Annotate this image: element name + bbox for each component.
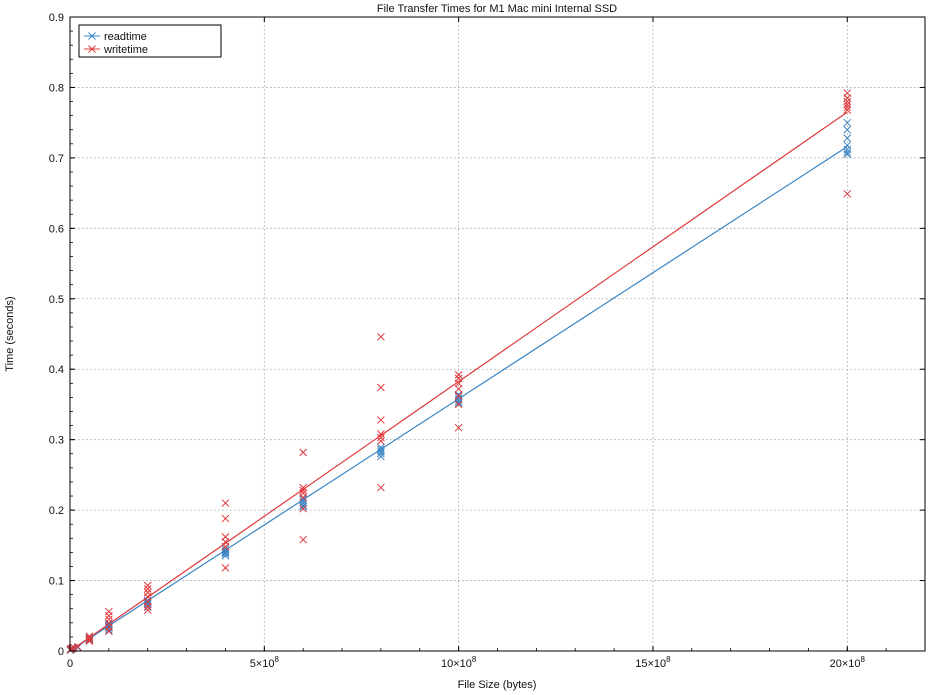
y-tick-label: 0.6 (49, 223, 64, 235)
writetime-point (843, 106, 852, 114)
writetime-point (843, 89, 852, 97)
readtime-point (454, 390, 463, 399)
legend-label-writetime: writetime (103, 44, 148, 56)
writetime-point (377, 483, 385, 492)
writetime-point (377, 437, 385, 445)
writetime-point (299, 504, 308, 513)
writetime-point (454, 423, 463, 432)
readtime-point (299, 502, 308, 511)
legend-box (78, 24, 222, 58)
writetime-point (377, 433, 385, 442)
writetime-point (299, 486, 308, 495)
writetime-point (85, 632, 94, 641)
writetime-point (221, 514, 230, 523)
x-tick-label: 0 (67, 658, 73, 670)
writetime-point (221, 499, 230, 507)
legend-marker-readtime (88, 32, 96, 40)
writetime-point (843, 103, 852, 112)
readtime-point (143, 596, 152, 605)
writetime-point (377, 332, 385, 341)
y-tick-label: 0.4 (49, 364, 64, 376)
y-tick-label: 0.7 (49, 153, 64, 165)
legend-marker-writetime (88, 45, 96, 53)
readtime-point (843, 141, 852, 150)
writetime-fit-line (69, 111, 848, 652)
y-tick-label: 0.1 (49, 576, 64, 588)
writetime-point (454, 392, 463, 400)
y-tick-label: 0.8 (49, 82, 64, 94)
x-axis-label: File Size (bytes) (458, 679, 537, 691)
grid-lines (70, 17, 925, 651)
writetime-point (843, 97, 852, 106)
readtime-point (299, 494, 308, 503)
writetime-point (85, 633, 94, 642)
readtime-point (299, 497, 308, 505)
x-tick-label: 10×108 (441, 655, 477, 670)
writetime-point (143, 581, 152, 590)
x-tick-label: 15×108 (635, 655, 671, 670)
writetime-point (454, 371, 463, 379)
writetime-point (143, 606, 152, 614)
writetime-point (843, 100, 852, 109)
y-tick-label: 0.3 (49, 435, 64, 447)
readtime-point (377, 445, 385, 454)
writetime-point (143, 588, 152, 597)
writetime-point (299, 448, 308, 457)
writetime-point (221, 564, 230, 572)
writetime-point (454, 385, 463, 393)
writetime-point (143, 585, 152, 593)
writetime-point (73, 642, 82, 651)
writetime-point (377, 430, 385, 438)
writetime-point (454, 400, 463, 409)
writetime-point (299, 483, 308, 492)
readtime-point (843, 125, 852, 134)
readtime-point (377, 443, 385, 452)
axis-ticks: 0 0.1 0.2 0.3 0.4 0.5 0.6 0.7 0.8 0.9 0 5×108 10×108… (49, 12, 925, 670)
readtime-point (843, 118, 852, 127)
writetime-point (843, 189, 852, 198)
writetime-point (299, 489, 308, 498)
y-tick-label: 0.9 (49, 12, 64, 24)
writetime-point (377, 416, 385, 424)
writetime-point (85, 635, 94, 644)
writetime-point (221, 533, 230, 541)
readtime-point (143, 599, 152, 607)
x-tick-label: 20×108 (830, 655, 866, 670)
y-tick-label: 0.2 (49, 505, 64, 517)
writetime-point (377, 383, 385, 392)
y-axis-label: Time (seconds) (4, 296, 16, 371)
readtime-point (221, 545, 230, 553)
chart-title: File Transfer Times for M1 Mac mini Inte… (377, 3, 617, 15)
legend-label-readtime: readtime (104, 31, 147, 43)
writetime-point (105, 615, 113, 624)
writetime-point (105, 618, 113, 627)
y-tick-label: 0.5 (49, 294, 64, 306)
readtime-point (221, 548, 230, 557)
y-tick-label: 0 (58, 646, 64, 658)
readtime-point (843, 134, 852, 143)
readtime-point (843, 148, 852, 157)
plot-frame (69, 16, 926, 652)
x-tick-label: 5×108 (250, 655, 280, 670)
writetime-point (299, 535, 308, 544)
writetime-point (105, 607, 113, 616)
writetime-point (454, 374, 463, 383)
